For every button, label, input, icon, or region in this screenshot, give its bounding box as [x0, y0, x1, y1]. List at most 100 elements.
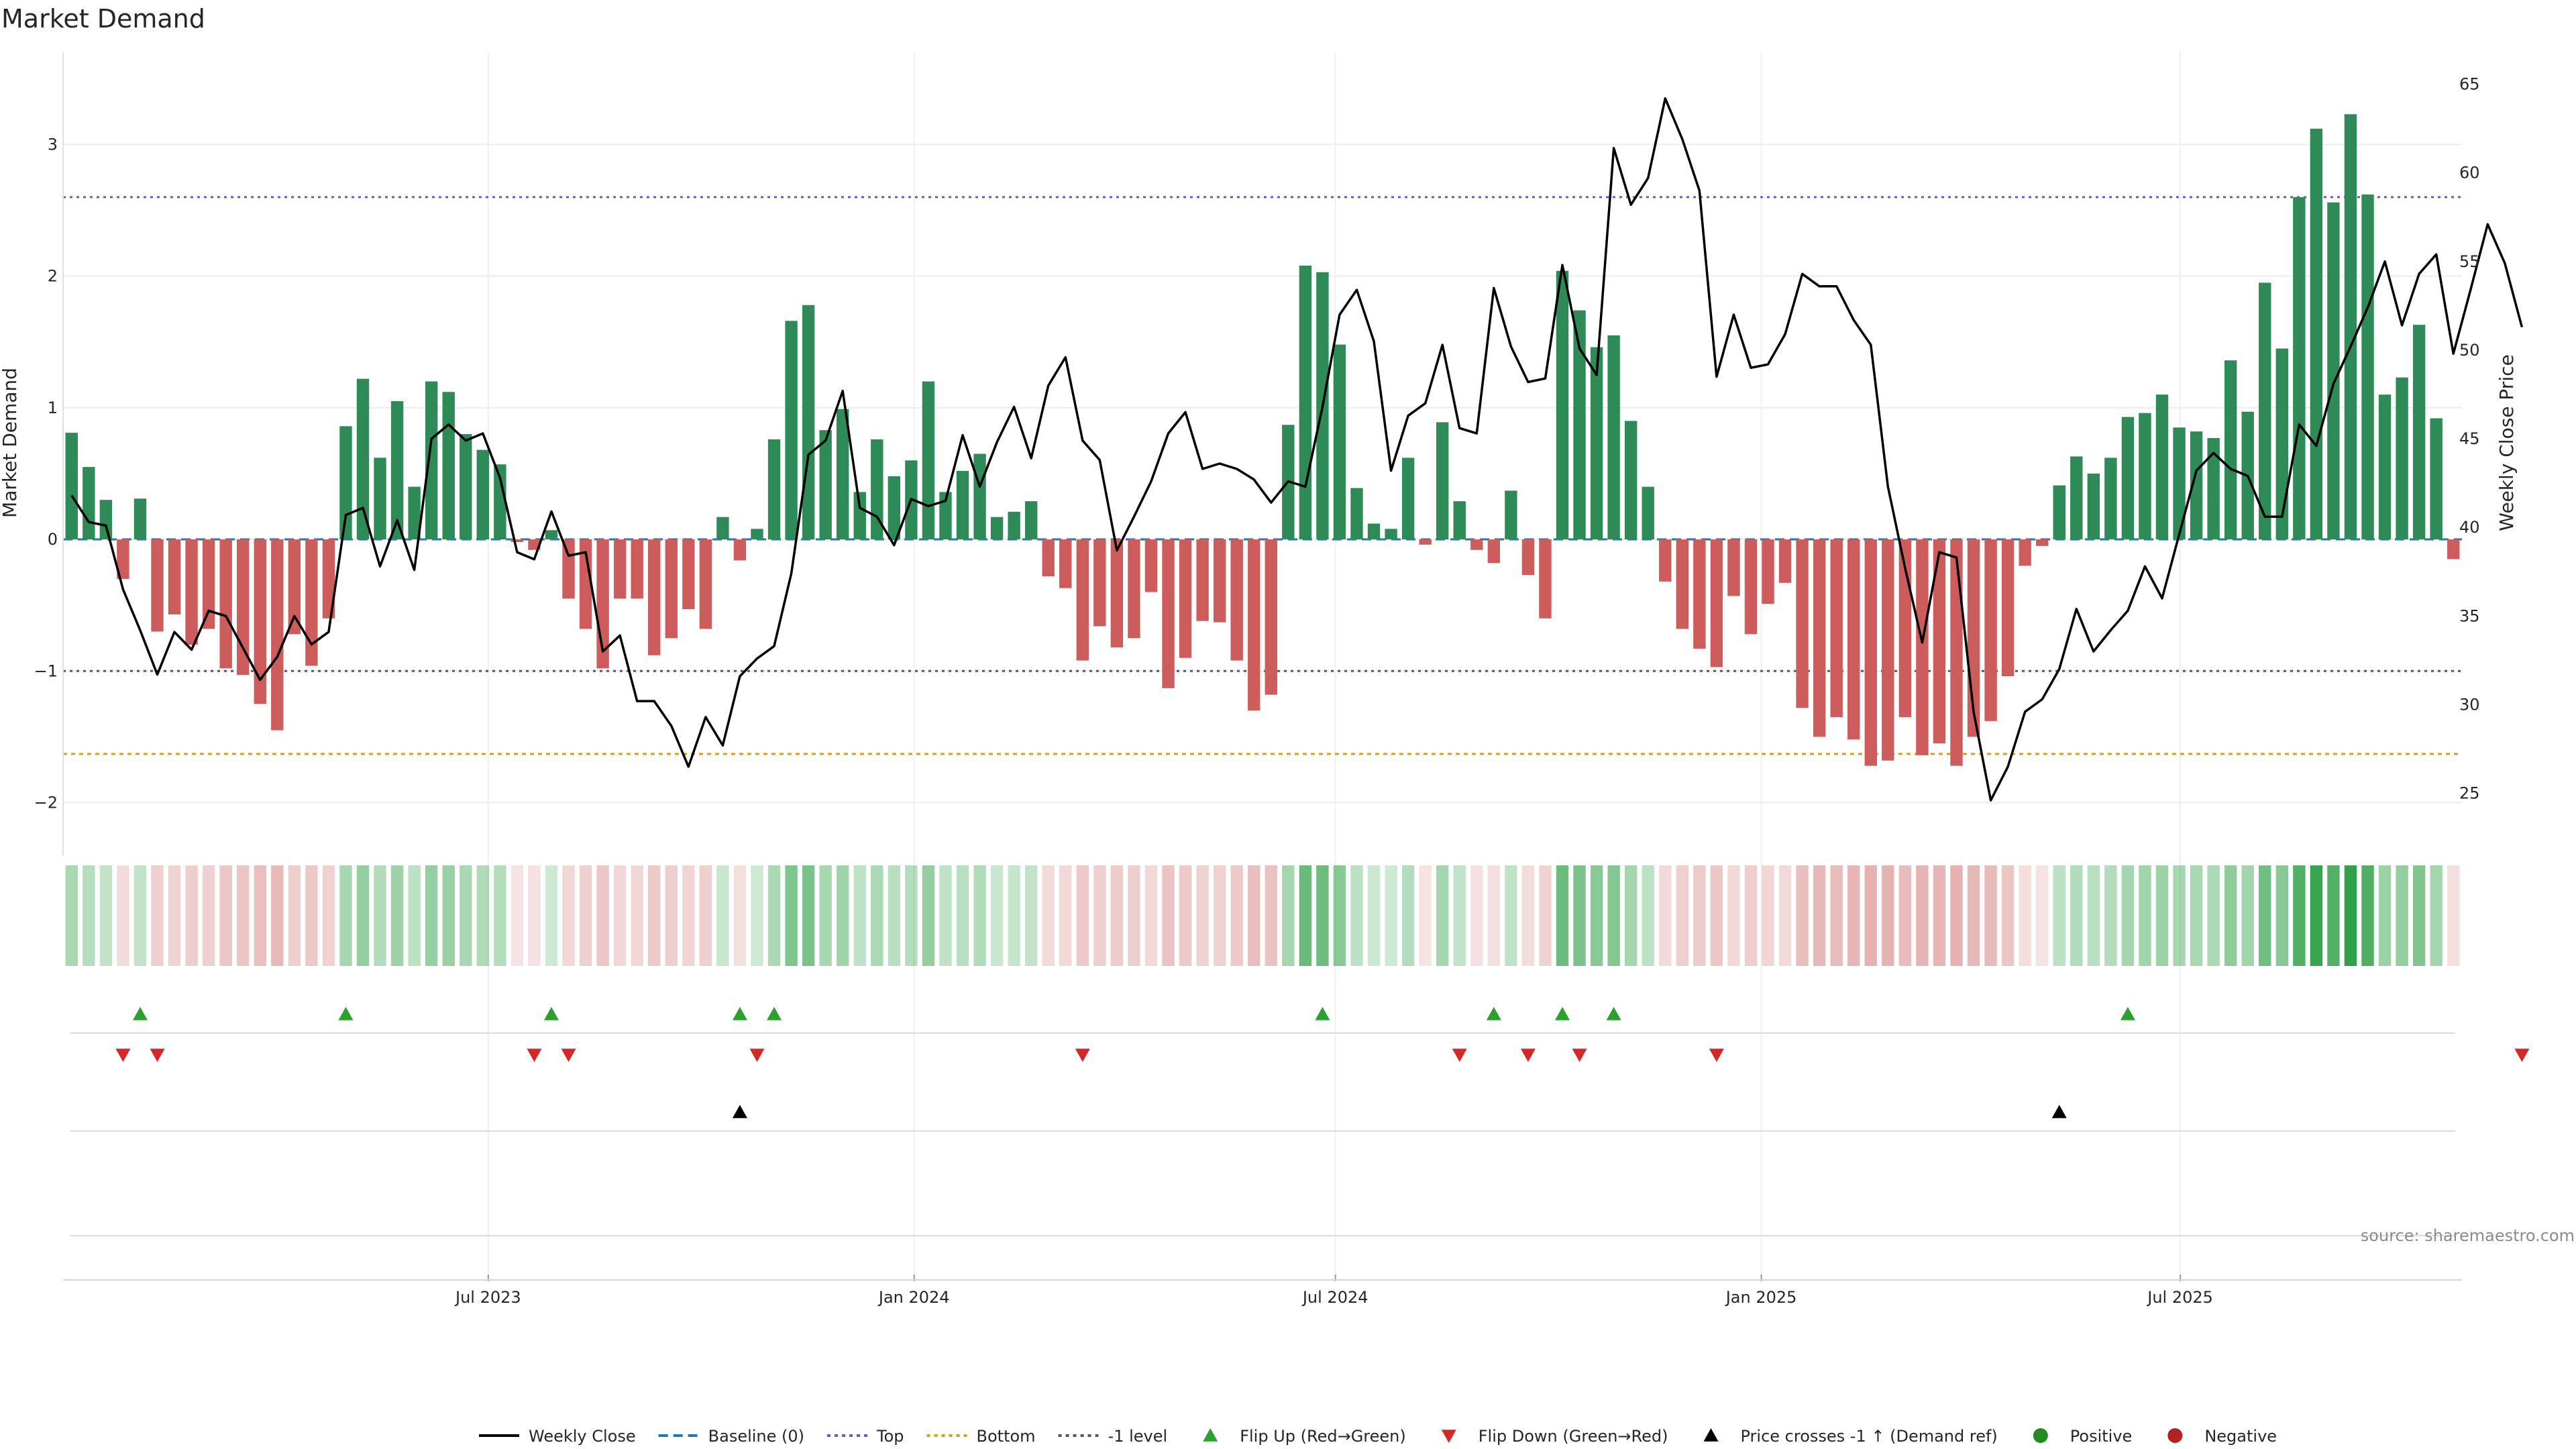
demand-bar [117, 539, 129, 579]
demand-bar [2378, 394, 2392, 540]
demand-bar [699, 539, 712, 629]
demand-bar [785, 321, 798, 540]
demand-bar [1436, 422, 1449, 540]
demand-strip-cell [1539, 865, 1552, 966]
flip-down-marker [1709, 1049, 1724, 1062]
demand-bar [2155, 394, 2169, 540]
y2-tick-label: 25 [2459, 784, 2480, 803]
demand-bar [1230, 539, 1243, 661]
demand-strip-cell [151, 865, 164, 966]
demand-strip-cell [853, 865, 866, 966]
demand-bar [922, 381, 935, 540]
demand-bar [2207, 437, 2220, 540]
legend-item: Top [827, 1427, 904, 1446]
demand-strip-cell [2412, 865, 2426, 966]
flip-up-marker [132, 1007, 148, 1020]
demand-bar [1419, 539, 1432, 545]
x-tick-label: Jul 2025 [2146, 1288, 2213, 1307]
demand-strip-cell [2190, 865, 2203, 966]
demand-strip-cell [2430, 865, 2443, 966]
demand-bar [219, 539, 232, 669]
demand-bar [682, 539, 695, 610]
demand-bar [2224, 360, 2237, 540]
demand-strip-cell [716, 865, 729, 966]
flip-up-marker [732, 1007, 747, 1020]
demand-strip-cell [1796, 865, 1809, 966]
demand-strip-cell [1110, 865, 1124, 966]
demand-strip-cell [99, 865, 113, 966]
demand-strip-cell [1299, 865, 1312, 966]
demand-strip-cell [1813, 865, 1826, 966]
flip-up-marker [767, 1007, 782, 1020]
demand-strip-cell [1024, 865, 1038, 966]
demand-bar [1093, 539, 1106, 627]
demand-strip-cell [2139, 865, 2151, 966]
demand-bar [1505, 490, 1517, 540]
demand-strip-cell [1590, 865, 1603, 966]
demand-strip-cell [2155, 865, 2169, 966]
demand-strip-cell [2019, 865, 2031, 966]
demand-bar [1830, 539, 1843, 717]
demand-bar [631, 539, 643, 599]
y-tick-label: 2 [48, 267, 58, 286]
y2-tick-label: 40 [2459, 518, 2480, 537]
y2-tick-label: 30 [2459, 695, 2480, 714]
legend-label: Baseline (0) [708, 1427, 804, 1446]
demand-bar [1778, 539, 1792, 583]
demand-strip-cell [288, 865, 301, 966]
demand-strip-cell [2378, 865, 2392, 966]
legend-item: Bottom [926, 1427, 1036, 1446]
legend-label: Top [876, 1427, 904, 1446]
demand-strip-cell [1521, 865, 1535, 966]
demand-bar [1659, 539, 1672, 582]
demand-bar [1744, 539, 1758, 635]
demand-strip-cell [613, 865, 627, 966]
demand-strip-cell [1556, 865, 1569, 966]
demand-bar [83, 467, 95, 540]
legend-label: Price crosses -1 ↑ (Demand ref) [1741, 1427, 1998, 1446]
demand-bar [1248, 539, 1260, 711]
demand-strip-cell [2224, 865, 2237, 966]
demand-strip-cell [1042, 865, 1055, 966]
y2-tick-label: 60 [2459, 164, 2480, 182]
demand-bar [1128, 539, 1140, 639]
demand-strip-cell [1984, 865, 1997, 966]
demand-strip-cell [1196, 865, 1209, 966]
demand-bar [2310, 128, 2323, 540]
demand-strip-cell [271, 865, 284, 966]
demand-strip-cell [1282, 865, 1295, 966]
demand-strip-cell [237, 865, 250, 966]
demand-bar [1590, 347, 1603, 540]
demand-bar [1213, 539, 1226, 623]
demand-bar [1710, 539, 1723, 667]
weekly-close-line [70, 97, 2524, 802]
demand-bar [1676, 539, 1688, 629]
demand-bar [202, 539, 215, 629]
event-markers [115, 1007, 2530, 1118]
demand-bar [476, 449, 489, 540]
demand-bar [2396, 377, 2408, 540]
x-tick-label: Jul 2024 [1301, 1288, 1368, 1307]
demand-strip-cell [1453, 865, 1466, 966]
demand-strip-cell [1128, 865, 1140, 966]
demand-strip-cell [1659, 865, 1672, 966]
demand-bar [2173, 427, 2186, 540]
demand-bar [1162, 539, 1175, 688]
demand-bar [956, 471, 969, 540]
demand-bar [1521, 539, 1535, 576]
demand-bar [733, 539, 747, 561]
demand-strip-cell [1367, 865, 1381, 966]
demand-bar [1847, 539, 1860, 740]
demand-bar [65, 433, 78, 540]
legend: Weekly Close Baseline (0) Top Bottom -1 leve… [479, 1427, 2277, 1446]
chart-title: Market Demand [1, 4, 205, 34]
demand-strip-cell [2087, 865, 2100, 966]
demand-bar [2430, 418, 2443, 540]
demand-bar [1624, 421, 1638, 540]
demand-bar [99, 500, 113, 540]
demand-strip-cell [2070, 865, 2083, 966]
demand-bar [2121, 417, 2135, 540]
demand-bar [1693, 539, 1706, 649]
legend-swatch [1703, 1428, 1719, 1442]
demand-bar [511, 539, 524, 542]
